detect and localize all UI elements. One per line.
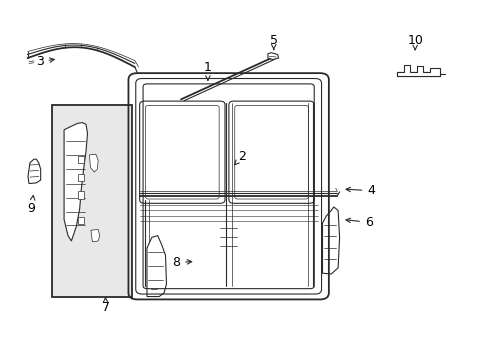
Polygon shape	[89, 154, 98, 172]
Text: 8: 8	[172, 256, 191, 269]
Text: 4: 4	[346, 184, 374, 197]
Text: 6: 6	[346, 216, 372, 229]
Text: 5: 5	[269, 33, 277, 50]
Polygon shape	[28, 159, 41, 184]
Text: 9: 9	[27, 195, 35, 215]
Ellipse shape	[328, 261, 331, 264]
Polygon shape	[147, 235, 166, 297]
Bar	[78, 192, 84, 199]
Polygon shape	[396, 65, 439, 76]
Polygon shape	[322, 207, 339, 274]
Text: 7: 7	[102, 298, 109, 314]
Text: 3: 3	[36, 55, 54, 68]
Bar	[78, 174, 84, 181]
Polygon shape	[396, 72, 439, 76]
Polygon shape	[267, 53, 278, 59]
Bar	[52, 105, 132, 297]
Bar	[78, 217, 84, 224]
Bar	[78, 156, 84, 163]
Polygon shape	[64, 123, 87, 241]
Polygon shape	[91, 229, 100, 242]
Text: 1: 1	[203, 60, 211, 80]
Text: 2: 2	[234, 150, 245, 165]
Ellipse shape	[327, 215, 332, 220]
Text: 10: 10	[407, 33, 422, 50]
